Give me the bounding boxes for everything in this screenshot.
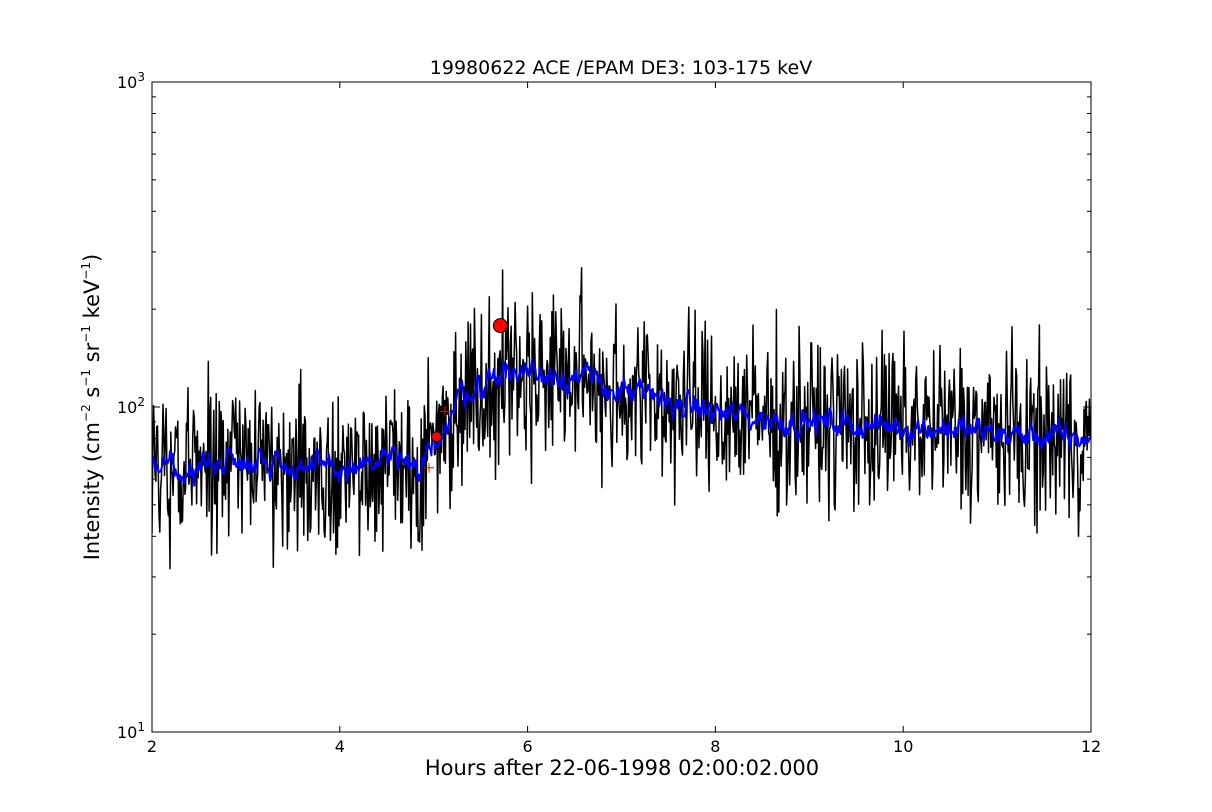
y-tick-exp: 2 bbox=[137, 395, 145, 409]
y-label-suffix: ) bbox=[80, 254, 104, 262]
y-tick-label: 101 bbox=[117, 720, 145, 742]
y-tick-base: 10 bbox=[117, 398, 137, 417]
series-line-raw bbox=[152, 267, 1091, 570]
y-label-mid1: s bbox=[80, 387, 104, 405]
x-axis-ticks: 2 4 6 8 10 12 bbox=[147, 82, 1101, 756]
chart-title: 19980622 ACE /EPAM DE3: 103-175 keV bbox=[430, 57, 812, 79]
y-tick-label: 102 bbox=[117, 395, 145, 417]
x-tick-label: 12 bbox=[1081, 737, 1101, 756]
y-label-exp2: −1 bbox=[79, 369, 93, 387]
plot-area bbox=[151, 81, 1092, 733]
y-tick-base: 10 bbox=[117, 73, 137, 92]
marker-layer bbox=[424, 318, 508, 473]
y-label-exp1: −2 bbox=[79, 404, 93, 422]
y-label-prefix: Intensity (cm bbox=[80, 422, 104, 560]
marker-circle bbox=[492, 318, 508, 334]
marker-circle bbox=[431, 431, 443, 443]
y-label-mid2: sr bbox=[80, 342, 104, 369]
series-layer bbox=[152, 267, 1091, 570]
y-axis-label: Intensity (cm−2 s−1 sr−1 keV−1) bbox=[79, 254, 104, 561]
x-tick-label: 8 bbox=[710, 737, 720, 756]
x-axis-label: Hours after 22-06-1998 02:00:02.000 bbox=[425, 756, 819, 780]
x-tick-label: 4 bbox=[335, 737, 345, 756]
marker-plus bbox=[424, 462, 435, 473]
y-label-exp3: −1 bbox=[79, 325, 93, 343]
x-tick-label: 2 bbox=[147, 737, 157, 756]
x-tick-label: 6 bbox=[523, 737, 533, 756]
series-line-smoothed bbox=[152, 358, 1091, 487]
y-tick-label: 103 bbox=[117, 70, 145, 92]
y-label-mid3: keV bbox=[80, 279, 104, 325]
marker-plus bbox=[439, 406, 450, 417]
y-tick-exp: 3 bbox=[137, 70, 145, 84]
y-tick-base: 10 bbox=[117, 723, 137, 742]
y-label-exp4: −1 bbox=[79, 262, 93, 280]
y-tick-exp: 1 bbox=[137, 720, 145, 734]
x-tick-label: 10 bbox=[893, 737, 913, 756]
